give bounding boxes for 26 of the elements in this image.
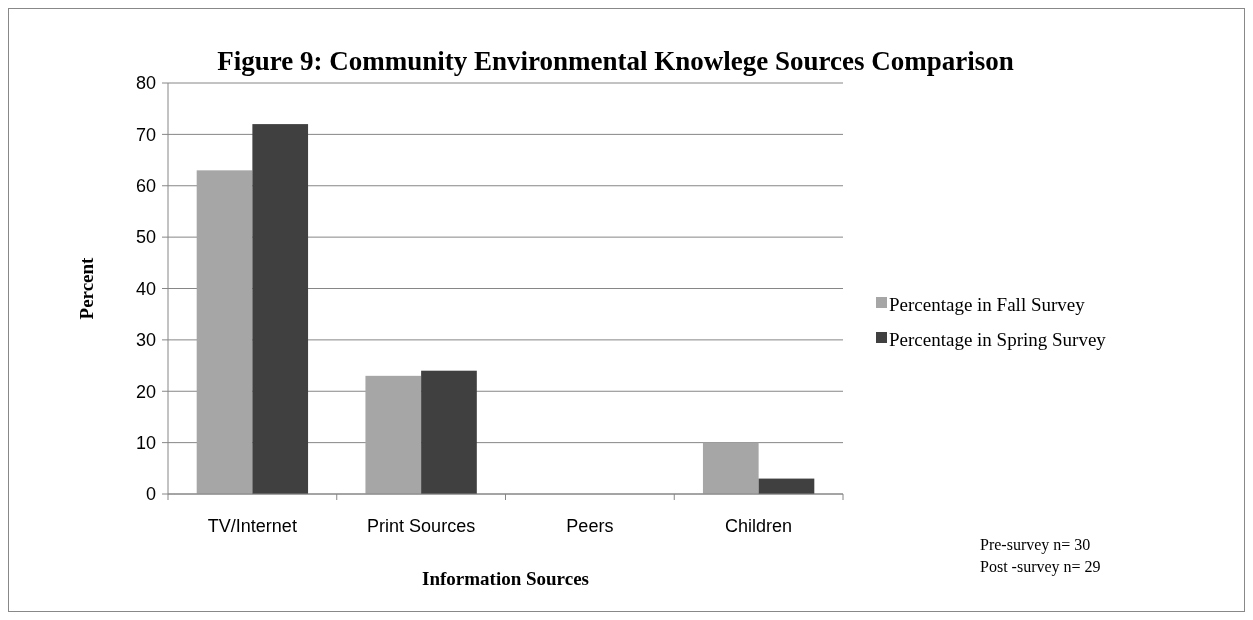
legend-label: Percentage in Spring Survey — [889, 328, 1107, 350]
y-tick-label: 80 — [135, 73, 156, 94]
y-tick-label: 50 — [135, 227, 156, 248]
y-tick-label: 30 — [135, 330, 156, 351]
text: Pre-survey n= 30 — [980, 536, 1091, 554]
chart-title: Figure 9: Community Environmental Knowlege Sources Comparison — [217, 46, 1014, 76]
bar — [758, 478, 815, 494]
y-tick-label: 20 — [135, 381, 156, 402]
y-tick-label: 10 — [135, 432, 156, 453]
y-tick-label: 40 — [135, 278, 156, 299]
bar — [252, 124, 309, 494]
bar — [421, 370, 477, 494]
x-tick-label: Peers — [566, 516, 614, 536]
y-axis-title: Percent — [76, 256, 97, 320]
x-axis-title: Information Sources — [422, 568, 589, 589]
x-tick-label: Print Sources — [367, 516, 476, 536]
bar — [365, 375, 422, 494]
x-tick-label: Children — [725, 516, 793, 536]
x-tick-label: TV/Internet — [207, 516, 297, 536]
y-tick-label: 70 — [135, 124, 156, 145]
y-tick-label: 60 — [135, 176, 156, 197]
bar — [702, 442, 759, 494]
text: Post -survey n= 29 — [980, 558, 1101, 576]
bar — [196, 170, 253, 494]
y-tick-label: 0 — [145, 484, 156, 505]
legend-label: Percentage in Fall Survey — [889, 293, 1086, 315]
